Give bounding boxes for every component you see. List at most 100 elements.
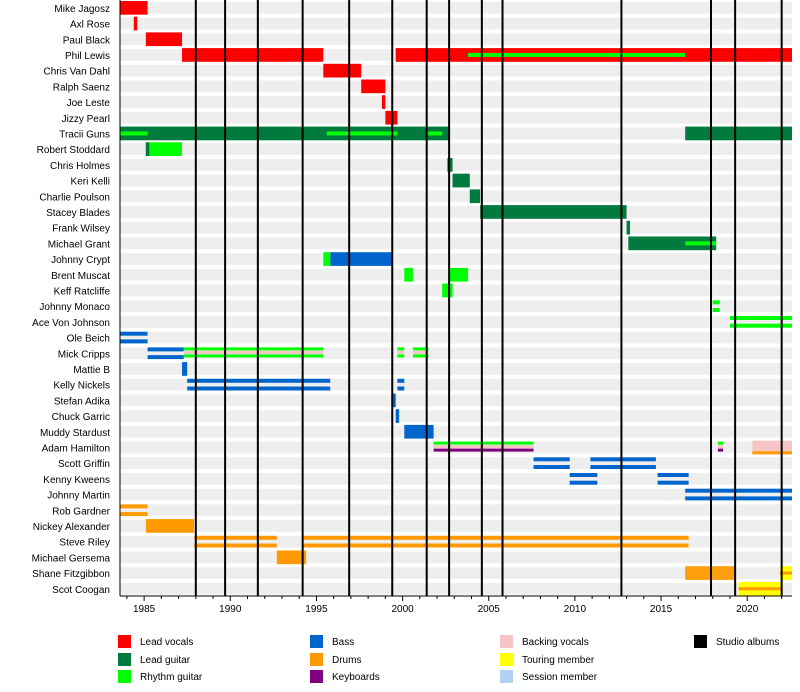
row-stripe bbox=[120, 347, 792, 360]
member-bar bbox=[183, 347, 324, 351]
member-name: Scot Coogan bbox=[52, 585, 110, 596]
row-stripe bbox=[120, 221, 792, 234]
member-name: Kelly Nickels bbox=[53, 381, 110, 392]
member-bar bbox=[392, 393, 396, 408]
row-stripe bbox=[120, 33, 792, 46]
x-tick-label: 2010 bbox=[564, 604, 587, 615]
row-stripe bbox=[120, 410, 792, 422]
member-bar bbox=[717, 445, 724, 449]
row-stripe bbox=[120, 473, 792, 485]
member-bar bbox=[145, 32, 183, 47]
row-stripe bbox=[120, 96, 792, 108]
member-name: Ace Von Johnson bbox=[32, 318, 110, 329]
row-stripe bbox=[120, 316, 792, 328]
x-axis: 1985 1990 1995 2000 2005 2010 2015 2020 bbox=[119, 0, 792, 615]
member-bar bbox=[326, 131, 398, 136]
row-stripe bbox=[120, 394, 792, 407]
member-name: Mike Jagosz bbox=[54, 4, 110, 15]
legend: Lead vocals Lead guitar Rhythm guitar Bass D… bbox=[118, 635, 779, 683]
member-bar bbox=[480, 205, 627, 219]
member-name: Johnny Monaco bbox=[39, 302, 110, 313]
member-bar bbox=[657, 473, 689, 477]
member-bar bbox=[194, 535, 277, 540]
member-bar bbox=[397, 350, 405, 354]
member-bar bbox=[183, 350, 324, 354]
member-bar bbox=[120, 1, 148, 15]
legend-swatch bbox=[118, 653, 131, 666]
legend-swatch bbox=[500, 635, 513, 648]
member-bar bbox=[120, 339, 148, 344]
member-bar bbox=[685, 241, 717, 246]
member-bar bbox=[302, 543, 689, 548]
member-bar bbox=[412, 354, 429, 358]
member-name: Shane Fitzgibbon bbox=[32, 569, 110, 580]
member-bar bbox=[779, 571, 792, 575]
row-stripe bbox=[120, 425, 792, 438]
member-bar bbox=[404, 424, 434, 439]
member-bar bbox=[120, 504, 148, 509]
legend-swatch bbox=[500, 670, 513, 683]
member-name: Mick Cripps bbox=[58, 349, 110, 360]
member-name: Jizzy Pearl bbox=[62, 114, 110, 125]
member-name: Mattie B bbox=[73, 365, 110, 376]
x-tick-label: 1990 bbox=[219, 604, 242, 615]
member-name: Johnny Crypt bbox=[51, 255, 110, 266]
member-bar bbox=[533, 457, 570, 462]
member-bar bbox=[404, 267, 413, 282]
member-bar bbox=[412, 350, 429, 354]
row-stripe bbox=[120, 284, 792, 297]
member-bar bbox=[397, 378, 405, 383]
member-bar bbox=[752, 451, 792, 455]
member-name: Stefan Adika bbox=[54, 396, 111, 407]
member-bar bbox=[145, 519, 195, 533]
x-tick-label: 1995 bbox=[305, 604, 328, 615]
member-bar bbox=[323, 252, 331, 266]
member-bar bbox=[182, 48, 324, 62]
member-bar bbox=[120, 126, 450, 141]
member-bar bbox=[302, 535, 689, 540]
row-stripe bbox=[120, 64, 792, 77]
member-bar bbox=[276, 550, 307, 565]
member-name: Tracii Guns bbox=[59, 129, 110, 140]
legend-label: Keyboards bbox=[332, 672, 380, 683]
legend-label: Bass bbox=[332, 637, 354, 648]
legend-swatch bbox=[310, 670, 323, 683]
member-bar bbox=[433, 441, 534, 445]
x-tick-label: 2015 bbox=[650, 604, 673, 615]
member-bar bbox=[685, 126, 792, 141]
row-stripe bbox=[120, 80, 792, 93]
legend-swatch bbox=[118, 635, 131, 648]
member-bar bbox=[533, 465, 570, 469]
member-bar bbox=[452, 173, 470, 188]
legend-label: Touring member bbox=[522, 655, 595, 666]
member-bar bbox=[442, 283, 453, 298]
legend-label: Session member bbox=[522, 672, 598, 683]
member-bar bbox=[712, 300, 720, 305]
member-bar bbox=[729, 316, 792, 320]
row-stripe bbox=[120, 535, 792, 548]
member-bar bbox=[147, 347, 184, 352]
legend-swatch bbox=[118, 670, 131, 683]
row-stripe bbox=[120, 582, 792, 595]
member-bar bbox=[147, 355, 184, 360]
member-bar bbox=[449, 267, 469, 282]
member-name: Nickey Alexander bbox=[33, 522, 111, 533]
x-tick-label: 2005 bbox=[478, 604, 501, 615]
legend-swatch bbox=[500, 653, 513, 666]
member-name: Ralph Saenz bbox=[53, 82, 110, 93]
member-bar bbox=[381, 95, 386, 109]
row-stripe bbox=[120, 159, 792, 171]
row-stripe bbox=[120, 457, 792, 469]
row-stripe bbox=[120, 363, 792, 375]
member-bar bbox=[145, 142, 150, 156]
member-name: Steve Riley bbox=[59, 538, 110, 549]
member-name: Ole Beich bbox=[67, 334, 110, 345]
row-stripe bbox=[120, 143, 792, 155]
member-name: Scott Griffin bbox=[58, 459, 110, 470]
row-stripe bbox=[120, 378, 792, 391]
member-name: Robert Stoddard bbox=[37, 145, 110, 156]
member-name: Chris Holmes bbox=[50, 161, 110, 172]
member-name: Joe Leste bbox=[67, 98, 111, 109]
member-bar bbox=[323, 63, 362, 78]
member-bar bbox=[412, 347, 429, 351]
